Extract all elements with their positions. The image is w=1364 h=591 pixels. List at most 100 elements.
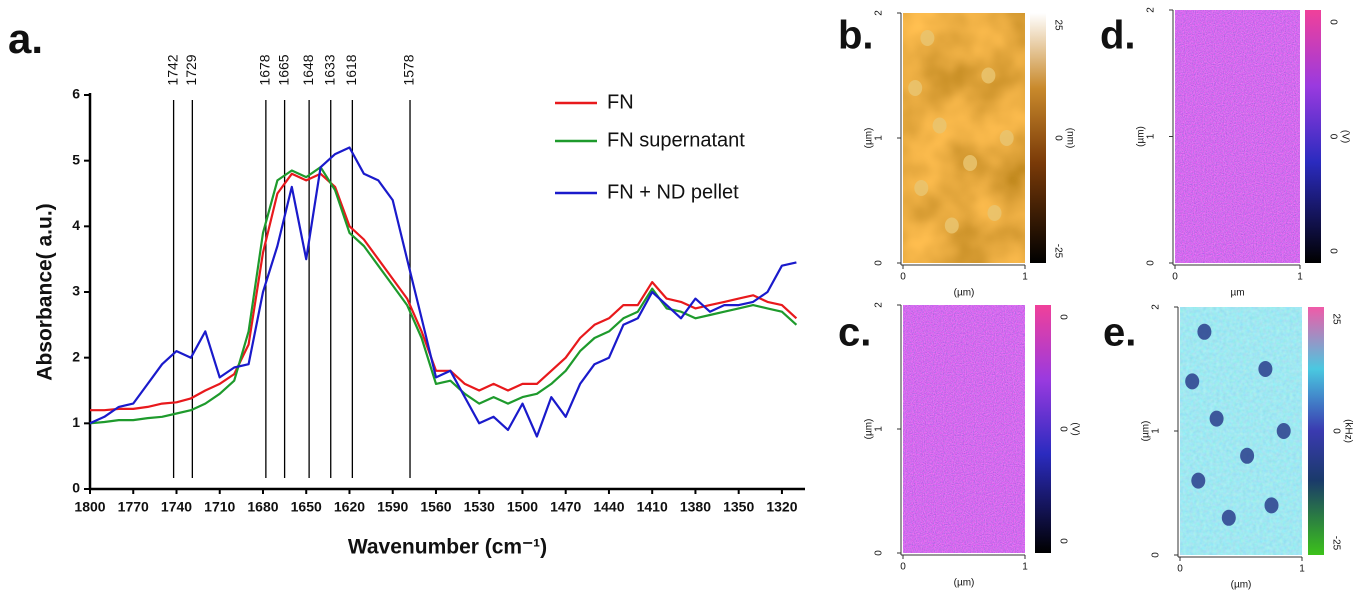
x-tick-label: 1440 xyxy=(593,499,624,515)
afm-feature xyxy=(1197,323,1212,340)
colorbar-tick-label: -25 xyxy=(1330,536,1341,551)
colorbar-unit: (V) xyxy=(1339,130,1350,143)
afm-feature xyxy=(1258,361,1273,377)
peak-label: 1618 xyxy=(343,54,359,85)
colorbar-tick-label: 0 xyxy=(1057,426,1068,432)
image-x-tick-label: 1 xyxy=(1022,562,1028,573)
afm-feature xyxy=(920,30,935,46)
afm-image xyxy=(1175,10,1300,263)
colorbar-tick-label: 0 xyxy=(1327,248,1338,254)
y-tick-label: 4 xyxy=(72,217,80,233)
series-line xyxy=(89,146,797,438)
colorbar xyxy=(1308,307,1324,555)
afm-feature xyxy=(1240,447,1255,464)
image-x-tick-label: 1 xyxy=(1022,272,1028,283)
image-y-tick-label: 2 xyxy=(1146,7,1157,13)
x-tick-label: 1320 xyxy=(766,499,797,515)
afm-feature xyxy=(944,217,959,234)
image-y-tick-label: 2 xyxy=(874,10,885,16)
colorbar-tick-label: 0 xyxy=(1330,428,1341,434)
image-y-tick-label: 1 xyxy=(1151,428,1162,434)
y-tick-label: 3 xyxy=(72,283,80,299)
image-y-unit: (µm) xyxy=(864,419,875,440)
x-tick-label: 1680 xyxy=(247,499,278,515)
image-y-unit: (µm) xyxy=(1141,421,1152,442)
afm-feature xyxy=(1191,472,1206,489)
afm-feature xyxy=(908,80,923,96)
afm-feature xyxy=(914,180,929,196)
peak-label: 1729 xyxy=(183,54,199,85)
image-y-unit: (µm) xyxy=(864,128,875,149)
legend-label: FN + ND pellet xyxy=(607,181,739,203)
image-x-tick-label: 0 xyxy=(1177,564,1183,575)
panel-label: b. xyxy=(838,14,874,58)
panel-label: d. xyxy=(1100,14,1136,58)
x-tick-label: 1590 xyxy=(377,499,408,515)
colorbar xyxy=(1305,10,1321,263)
afm-feature xyxy=(981,67,996,84)
x-tick-label: 1350 xyxy=(723,499,754,515)
x-tick-label: 1530 xyxy=(464,499,495,515)
panel-label: e. xyxy=(1103,311,1136,355)
y-axis-title: Absorbance( a.u.) xyxy=(34,203,57,380)
panel-label: c. xyxy=(838,311,871,355)
image-x-tick-label: 1 xyxy=(1299,564,1305,575)
afm-feature xyxy=(999,130,1014,146)
image-x-tick-label: 0 xyxy=(900,562,906,573)
x-axis-title: Wavenumber (cm⁻¹) xyxy=(348,536,547,559)
image-y-unit: (µm) xyxy=(1136,126,1147,147)
afm-feature xyxy=(963,155,978,171)
spectrum-chart: a. 0 1 2 3 4 5 6 1800 1770 1740 1710 1680 1650 1620 159… xyxy=(8,15,805,559)
colorbar xyxy=(1030,13,1046,263)
series-line xyxy=(89,166,798,425)
x-tick-label: 1800 xyxy=(74,499,105,515)
peak-label: 1633 xyxy=(321,54,337,85)
colorbar-tick-label: 0 xyxy=(1052,135,1063,141)
colorbar-unit: (V) xyxy=(1069,422,1080,435)
y-tick-label: 0 xyxy=(72,480,80,496)
afm-feature xyxy=(1264,497,1279,514)
colorbar-tick-label: 25 xyxy=(1052,19,1063,31)
y-tick-label: 6 xyxy=(72,86,80,102)
image-y-tick-label: 2 xyxy=(1151,304,1162,310)
colorbar-tick-label: 0 xyxy=(1057,314,1068,320)
afm-feature xyxy=(932,117,947,134)
image-x-unit: µm xyxy=(1230,288,1244,299)
x-tick-label: 1710 xyxy=(204,499,235,515)
peak-label: 1678 xyxy=(257,54,273,85)
image-x-unit: (µm) xyxy=(954,578,975,589)
legend-label: FN supernatant xyxy=(607,129,745,151)
y-tick-label: 1 xyxy=(72,414,80,430)
image-y-tick-label: 0 xyxy=(874,260,885,266)
x-tick-label: 1410 xyxy=(637,499,668,515)
colorbar-unit: (nm) xyxy=(1064,128,1075,149)
x-tick-label: 1740 xyxy=(161,499,192,515)
series-line xyxy=(90,172,798,412)
afm-image xyxy=(903,305,1025,553)
y-tick-label: 2 xyxy=(72,348,80,364)
peak-label: 1742 xyxy=(164,54,180,85)
image-x-tick-label: 1 xyxy=(1297,272,1303,283)
peak-label: 1578 xyxy=(401,54,417,85)
afm-feature xyxy=(987,205,1002,221)
y-tick-label: 5 xyxy=(72,151,80,167)
x-tick-label: 1500 xyxy=(507,499,538,515)
afm-feature xyxy=(1209,410,1224,427)
image-y-tick-label: 0 xyxy=(1146,260,1157,266)
image-x-tick-label: 0 xyxy=(1172,272,1178,283)
peak-label: 1648 xyxy=(300,54,316,85)
colorbar-unit: (kHz) xyxy=(1342,419,1353,443)
image-y-tick-label: 1 xyxy=(874,135,885,141)
x-tick-label: 1470 xyxy=(550,499,581,515)
image-y-tick-label: 1 xyxy=(874,426,885,432)
afm-feature xyxy=(1221,509,1236,526)
image-y-tick-label: 1 xyxy=(1146,133,1157,139)
x-tick-label: 1650 xyxy=(291,499,322,515)
colorbar-tick-label: -25 xyxy=(1052,244,1063,259)
x-tick-label: 1620 xyxy=(334,499,365,515)
colorbar-tick-label: 0 xyxy=(1057,538,1068,544)
afm-feature xyxy=(1185,373,1200,390)
peak-label: 1665 xyxy=(275,54,291,85)
x-tick-label: 1380 xyxy=(680,499,711,515)
